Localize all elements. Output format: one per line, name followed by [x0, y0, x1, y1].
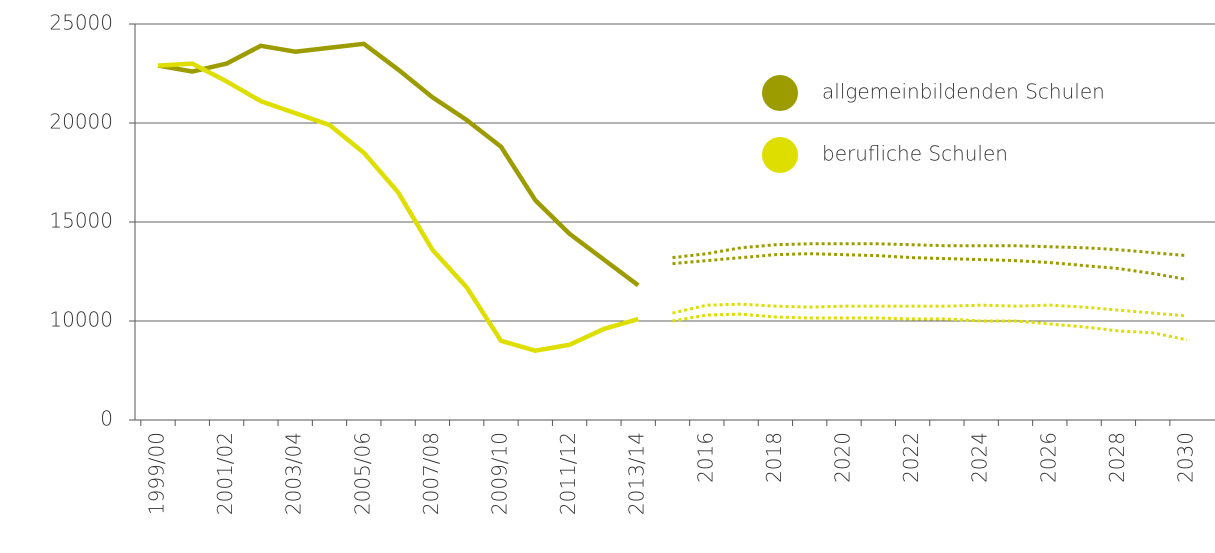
- x-tick-label: 2016: [693, 432, 717, 483]
- x-tick-label: 2001/02: [213, 432, 237, 515]
- series-line: [672, 302, 1188, 318]
- x-tick-label: 2028: [1105, 432, 1129, 483]
- series-line: [157, 41, 640, 288]
- legend-swatch: [762, 137, 798, 173]
- series-line: [157, 61, 639, 353]
- x-tick-label: 2018: [762, 432, 786, 483]
- legend-label: berufliche Schulen: [822, 142, 1008, 166]
- x-tick-label: 2007/08: [419, 432, 443, 515]
- x-tick-label: 2020: [831, 432, 855, 483]
- series-line: [672, 252, 1188, 281]
- x-tick-label: 2024: [968, 432, 992, 483]
- y-tick-label: 10000: [49, 308, 113, 332]
- legend-label: allgemeinbildenden Schulen: [822, 80, 1105, 104]
- x-tick-label: 2005/06: [350, 432, 374, 515]
- x-tick-label: 2011/12: [556, 432, 580, 515]
- y-tick-label: 0: [100, 407, 113, 431]
- x-tick-label: 2003/04: [282, 432, 306, 515]
- y-tick-label: 25000: [49, 11, 113, 35]
- legend-swatch: [762, 75, 798, 111]
- y-tick-label: 15000: [49, 209, 113, 233]
- x-tick-label: 2009/10: [488, 432, 512, 515]
- x-tick-label: 2030: [1174, 432, 1198, 483]
- series-line: [672, 242, 1188, 260]
- x-tick-label: 2013/14: [625, 432, 649, 515]
- x-tick-label: 2022: [899, 432, 923, 483]
- series-line: [672, 312, 1188, 342]
- x-tick-label: 1999/00: [145, 432, 169, 515]
- y-tick-label: 20000: [49, 110, 113, 134]
- x-tick-label: 2026: [1036, 432, 1060, 483]
